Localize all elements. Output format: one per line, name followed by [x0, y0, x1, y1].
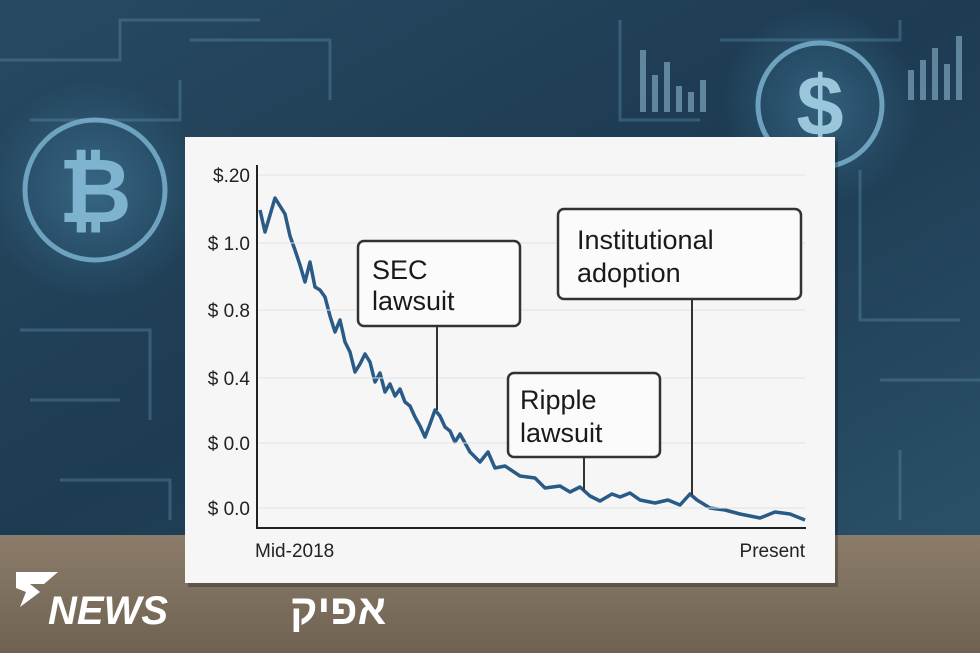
- annotation-text: Institutional: [577, 225, 714, 255]
- watermark-brand: NEWS: [48, 589, 168, 633]
- x-label: Present: [740, 541, 806, 562]
- annotation-box: [356, 239, 522, 328]
- y-label: $ 0.8: [208, 301, 250, 322]
- annotation-text: Ripple: [520, 385, 597, 415]
- logo-bolt: [16, 572, 58, 607]
- annotation-text: adoption: [577, 258, 681, 288]
- price-line: [258, 196, 806, 522]
- annotation-text: SEC: [372, 255, 428, 285]
- y-label: $ 0.0: [208, 434, 250, 455]
- watermark-name: אפיק: [290, 586, 386, 633]
- y-label: $ 1.0: [208, 234, 250, 255]
- y-label: $ 0.0: [208, 499, 250, 520]
- annotation-text: lawsuit: [372, 286, 455, 316]
- annotation-box: [506, 371, 662, 459]
- y-label: $ 0.4: [208, 369, 251, 390]
- svg-text:₿: ₿: [58, 142, 131, 242]
- card: [185, 137, 835, 583]
- watermark: NEWS אפיק: [16, 572, 386, 633]
- annotation-box: [556, 207, 803, 301]
- annotation-text: lawsuit: [520, 418, 603, 448]
- y-label: $.20: [213, 166, 250, 187]
- x-label: Mid-2018: [255, 541, 334, 562]
